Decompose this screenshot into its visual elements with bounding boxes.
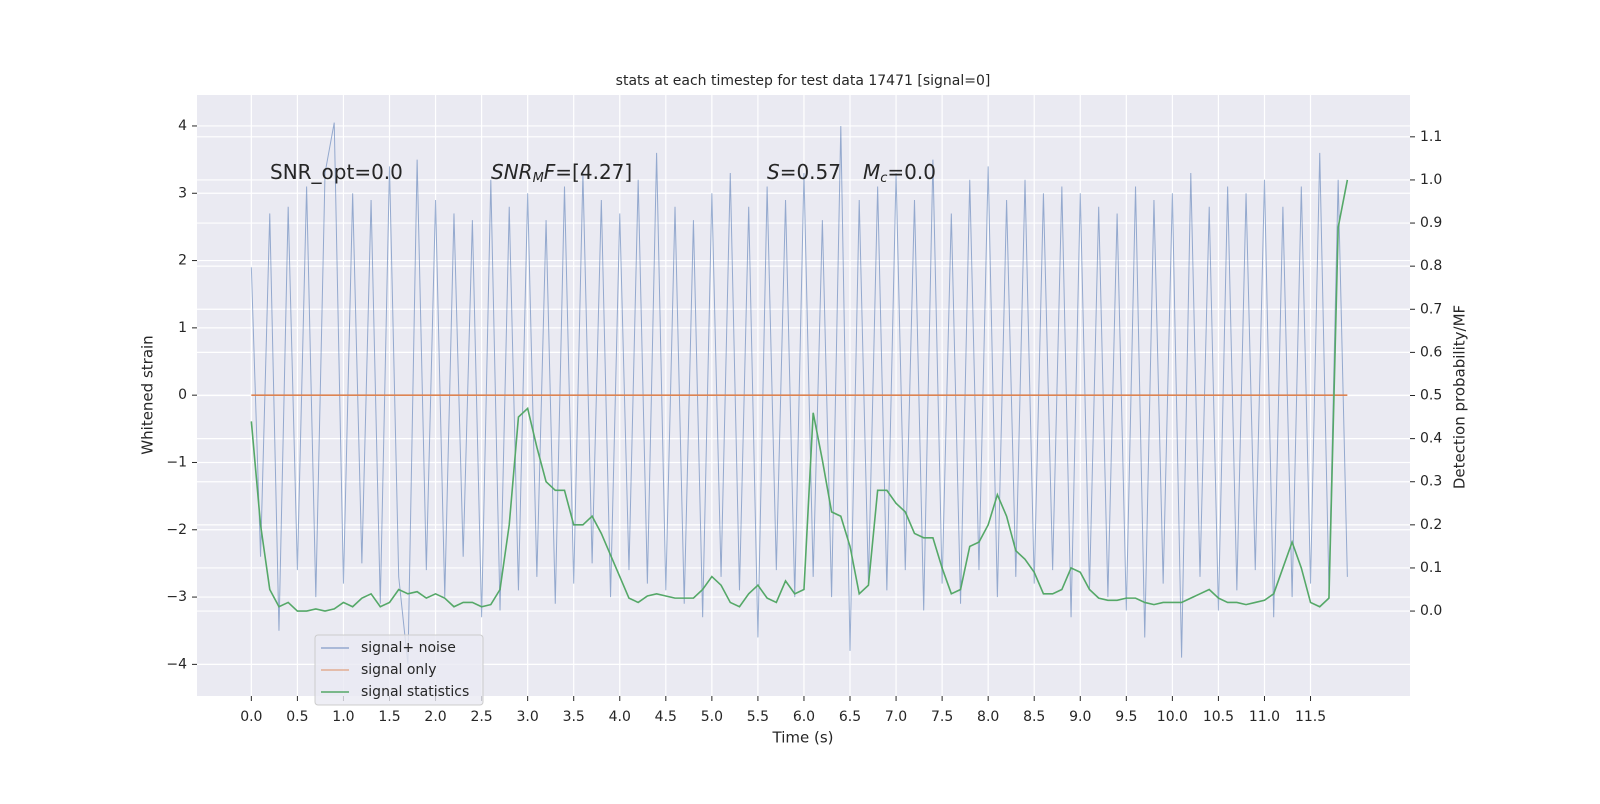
y-tick-label: 3 xyxy=(178,185,187,201)
y-axis-label: Whitened strain xyxy=(139,335,157,454)
x-tick-label: 10.0 xyxy=(1157,709,1188,725)
x-tick-label: 6.5 xyxy=(839,709,861,725)
y2-tick-label: 0.3 xyxy=(1420,474,1442,490)
annotation-sub: M xyxy=(533,171,544,186)
x-tick-label: 7.5 xyxy=(931,709,953,725)
x-tick-label: 7.0 xyxy=(885,709,907,725)
x-tick-label: 6.0 xyxy=(793,709,815,725)
axes: 0.0 0.5 1.0 1.5 2.0 2.5 3.0 3.5 4.0 4.5 5.0 5.5 6.0 6… xyxy=(166,118,1442,725)
y2-tick-label: 1.0 xyxy=(1420,172,1442,188)
x-tick-label: 11.0 xyxy=(1249,709,1280,725)
annotation-text: SNR_opt=0.0 xyxy=(270,160,403,184)
y2-tick-label: 0.0 xyxy=(1420,603,1442,619)
y-tick-label: −1 xyxy=(166,454,187,470)
annotation: SNR_opt=0.0 xyxy=(270,160,403,184)
marks xyxy=(250,122,1349,665)
y2-tick-label: 1.1 xyxy=(1420,129,1442,145)
y2-tick-label: 0.5 xyxy=(1420,388,1442,404)
series-line xyxy=(250,179,1349,612)
y-tick-label: 0 xyxy=(178,387,187,403)
x-tick-label: 3.0 xyxy=(517,709,539,725)
annotation: SNRMF=[4.27] xyxy=(491,160,632,186)
x-tick-label: 10.5 xyxy=(1203,709,1234,725)
x-tick-label: 1.0 xyxy=(332,709,354,725)
x-tick-label: 5.5 xyxy=(747,709,769,725)
annotation-text: S xyxy=(767,160,780,184)
annotation-sub: c xyxy=(880,171,887,186)
legend: signal+ noise signal only signal statistic… xyxy=(314,634,484,706)
x-tick-label: 8.0 xyxy=(977,709,999,725)
y2-tick-label: 0.9 xyxy=(1420,215,1442,231)
y2-tick-label: 0.4 xyxy=(1420,431,1442,447)
x-tick-label: 11.5 xyxy=(1295,709,1326,725)
x-tick-label: 9.5 xyxy=(1115,709,1137,725)
y2-tick-label: 0.2 xyxy=(1420,517,1442,533)
x-tick-label: 8.5 xyxy=(1023,709,1045,725)
legend-label: signal+ noise xyxy=(361,640,456,656)
annotation-text: =[4.27] xyxy=(555,160,632,184)
x-tick-label: 4.5 xyxy=(655,709,677,725)
y-tick-label: −3 xyxy=(166,589,187,605)
x-tick-label: 2.0 xyxy=(424,709,446,725)
annotation-text: =0.0 xyxy=(887,160,936,184)
y-tick-label: 2 xyxy=(178,253,187,269)
y-tick-label: −4 xyxy=(166,656,187,672)
y2-tick-label: 0.8 xyxy=(1420,258,1442,274)
x-tick-label: 2.5 xyxy=(470,709,492,725)
y2-tick-label: 0.7 xyxy=(1420,301,1442,317)
legend-label: signal statistics xyxy=(361,684,469,700)
x-tick-label: 9.0 xyxy=(1069,709,1091,725)
x-tick-label: 0.0 xyxy=(240,709,262,725)
y-tick-label: −2 xyxy=(166,522,187,538)
series-line xyxy=(250,122,1348,665)
legend-label: signal only xyxy=(361,662,436,678)
x-tick-label: 3.5 xyxy=(563,709,585,725)
x-tick-label: 1.5 xyxy=(378,709,400,725)
annotation-text: SNR xyxy=(491,160,533,184)
y-tick-label: 1 xyxy=(178,320,187,336)
x-tick-label: 0.5 xyxy=(286,709,308,725)
x-axis-label: Time (s) xyxy=(772,729,834,747)
legend-box xyxy=(314,634,484,706)
annotation: S=0.57 Mc=0.0 xyxy=(767,160,936,186)
x-tick-label: 5.0 xyxy=(701,709,723,725)
annotation-text: =0.57 xyxy=(780,160,841,184)
x-tick-label: 4.0 xyxy=(609,709,631,725)
chart-title: stats at each timestep for test data 174… xyxy=(616,73,991,89)
y2-tick-label: 0.6 xyxy=(1420,344,1442,360)
annotation-text: M xyxy=(863,160,880,184)
annotation-text: F xyxy=(544,160,556,184)
y-tick-label: 4 xyxy=(178,118,187,134)
y2-tick-label: 0.1 xyxy=(1420,560,1442,576)
y2-axis-label: Detection probability/MF xyxy=(1451,305,1469,489)
